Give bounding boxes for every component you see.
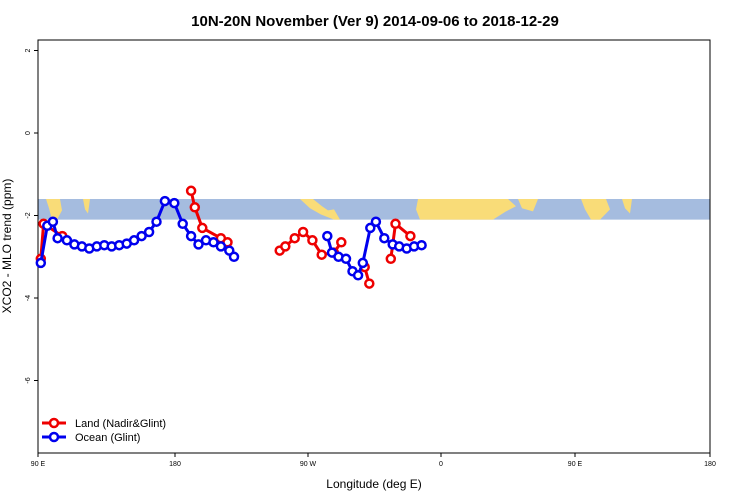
map-land-6 (622, 199, 632, 214)
data-point (364, 278, 375, 289)
map-ocean (38, 199, 710, 220)
data-point (370, 216, 382, 227)
data-point (52, 232, 63, 244)
data-point (289, 232, 300, 244)
data-point (322, 230, 333, 242)
legend: Land (Nadir&Glint) Ocean (Glint) (42, 417, 166, 444)
map-land-5 (581, 199, 610, 220)
data-point (297, 226, 309, 238)
data-point (280, 241, 291, 252)
x-tick-label: 90 E (568, 461, 583, 468)
legend-ocean-label: Ocean (Glint) (75, 432, 140, 444)
data-point (61, 235, 73, 246)
y-axis: 2 0 -2 -4 -6 (25, 48, 38, 384)
data-point (185, 185, 197, 197)
x-tick-label: 90 W (300, 461, 317, 468)
data-point (390, 218, 401, 230)
world-map-band (38, 199, 710, 220)
series-ocean (35, 195, 427, 281)
y-tick-label: -2 (25, 212, 32, 218)
data-point (215, 241, 227, 252)
data-point (169, 197, 180, 209)
map-land-2 (300, 199, 340, 220)
data-point (228, 251, 240, 263)
data-point (208, 237, 219, 248)
y-tick-label: -6 (25, 377, 32, 383)
map-land-3 (416, 199, 516, 220)
y-tick-label: -4 (25, 295, 32, 301)
x-tick-label: 90 E (31, 461, 46, 468)
map-land-4 (518, 199, 538, 212)
chart-title: 10N-20N November (Ver 9) 2014-09-06 to 2… (191, 13, 559, 30)
x-tick-label: 0 (439, 461, 443, 468)
data-point (47, 216, 59, 227)
data-point (307, 235, 318, 246)
legend-ocean-marker (48, 431, 60, 443)
data-point (336, 237, 347, 248)
data-point (197, 222, 208, 234)
data-point (143, 226, 155, 238)
data-point (340, 253, 352, 265)
x-axis-label: Longitude (deg E) (326, 477, 421, 491)
data-point (159, 195, 171, 207)
plot-frame (37, 39, 711, 454)
y-axis-label: XCO2 - MLO trend (ppm) (0, 179, 14, 314)
legend-land-label: Land (Nadir&Glint) (75, 418, 166, 430)
legend-land-marker (48, 417, 60, 429)
data-point (151, 216, 162, 227)
data-point (136, 230, 147, 242)
data-point (128, 235, 140, 246)
series-layer (35, 185, 427, 289)
data-point (416, 239, 427, 251)
data-point (357, 257, 369, 269)
data-point (316, 249, 327, 260)
data-point (379, 232, 390, 244)
data-point (185, 230, 197, 242)
x-tick-label: 180 (169, 461, 181, 468)
x-tick-label: 180 (704, 461, 716, 468)
y-tick-label: 2 (25, 48, 32, 52)
data-point (189, 202, 201, 213)
data-point (177, 218, 188, 230)
data-point (193, 239, 204, 250)
data-point (35, 257, 47, 269)
data-point (352, 270, 364, 281)
x-axis: 90 E 180 90 W 0 90 E 180 (31, 453, 716, 468)
map-land-0 (46, 199, 62, 220)
data-point (365, 222, 376, 234)
y-tick-label: 0 (25, 131, 32, 135)
data-point (405, 230, 416, 242)
map-land-1 (83, 199, 90, 214)
data-point (385, 253, 397, 265)
